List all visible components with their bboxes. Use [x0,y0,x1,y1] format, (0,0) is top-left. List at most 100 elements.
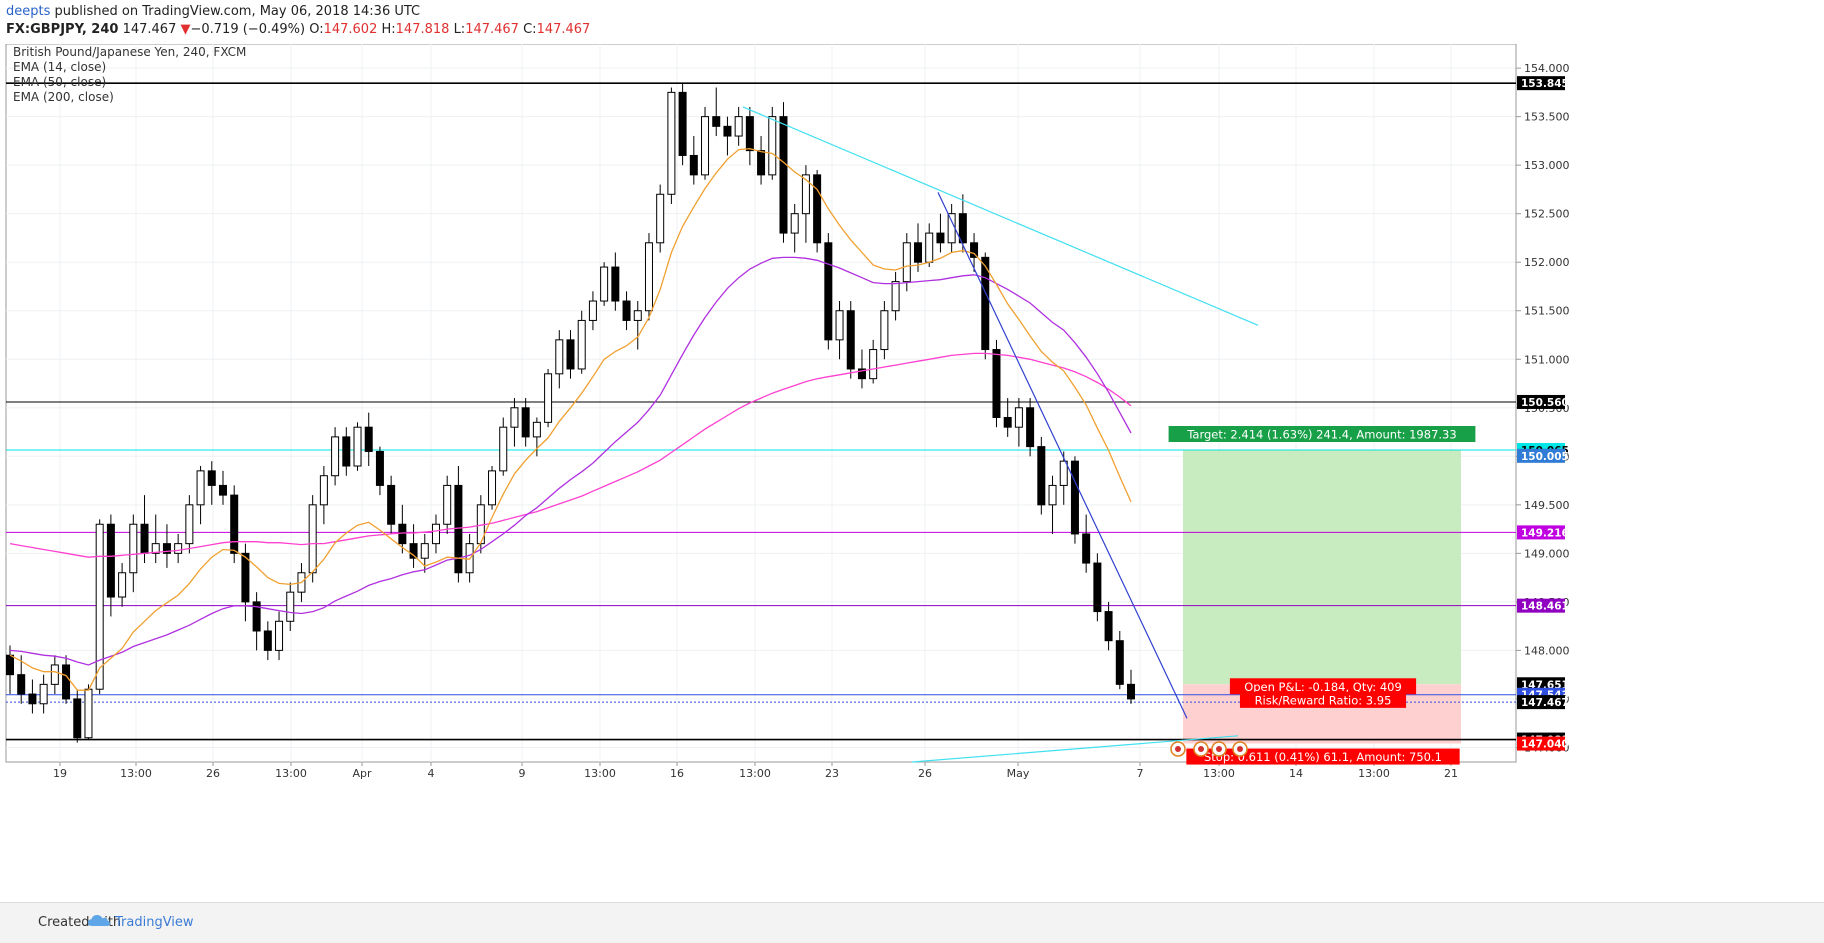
candle-body [73,698,82,739]
candle-body [611,266,620,302]
price-badge-text: 150.560 [1521,397,1569,409]
candle-body [454,484,463,574]
ema-50-line [9,256,1132,666]
high-label: H: [381,22,396,37]
price-badge-bg [1517,394,1565,409]
candle-body [701,116,710,176]
tradingview-brand[interactable]: TradingView [115,915,194,930]
candle-body [869,349,878,380]
x-tick-label: 13:00 [1358,767,1390,780]
trendline-blue [937,192,1188,719]
candle-body [118,572,127,598]
x-tick-label: Apr [352,767,372,780]
y-tick-label: 149.000 [1524,547,1570,560]
candle-body [1115,640,1124,685]
candle-body [499,426,508,472]
open-value: 147.602 [323,22,378,37]
candle-body [880,310,889,351]
x-tick-label: 13:00 [1203,767,1235,780]
candle-body [958,213,967,244]
pnl-label: Open P&L: -0.184, Qty: 409 [1229,678,1417,695]
price-badge-bg [1517,598,1565,613]
candle-body [723,125,732,137]
open-label: O: [309,22,324,37]
candle-body [656,193,665,244]
candles [6,82,1135,743]
price-badge-text: 147.040 [1521,739,1569,751]
y-tick-label: 153.500 [1524,111,1570,124]
event-flag-dot [1198,746,1204,752]
legend-item: EMA (14, close) [13,60,106,74]
y-tick-label: 152.500 [1524,208,1570,221]
price-badge-text: 150.005 [1521,451,1569,463]
rr-label-text: Risk/Reward Ratio: 3.95 [1255,693,1392,707]
y-tick-label: 153.000 [1524,159,1570,172]
x-tick-label: 4 [428,767,435,780]
candle-body [17,674,26,695]
candle-body [185,504,194,545]
candle-body [50,664,59,685]
candle-body [532,421,541,438]
candle-body [790,213,799,234]
price-badge-text: 153.845 [1521,78,1569,90]
candle-body [331,436,340,477]
candle-body [275,620,284,651]
candle-body [230,494,239,554]
x-tick-label: 13:00 [275,767,307,780]
event-markers [1170,741,1248,757]
candle-body [364,426,373,452]
candle-body [712,116,721,127]
price-badge-bg [1517,76,1565,91]
candle-body [286,591,295,622]
candle-body [813,174,822,244]
legend-item: EMA (200, close) [13,90,114,104]
price-badge: 150.005 [1517,448,1569,463]
candle-body [857,368,866,380]
candle-body [488,470,497,506]
candle-body [846,310,855,370]
candle-body [196,470,205,506]
x-tick-label: 7 [1137,767,1144,780]
candle-body [1070,460,1079,535]
candle-body [1026,407,1035,448]
footer: Created with TradingView [0,902,1824,943]
candle-body [970,242,979,258]
x-tick-label: 16 [670,767,684,780]
candle-body [1082,533,1091,564]
price-badge-text: 148.461 [1521,601,1569,613]
chart-header: deepts published on TradingView.com, May… [0,0,1824,44]
author-link[interactable]: deepts [6,4,51,19]
price-chart[interactable]: 154.000 153.500 153.000 152.500 152.000 151.5… [0,44,1824,902]
candle-body [566,339,575,370]
trendline-upper [742,106,1259,326]
candle-body [1127,683,1135,700]
x-tick-label: 14 [1289,767,1303,780]
price-badge-bg [1517,736,1565,751]
price-badge: 150.560 [1517,394,1569,409]
candle-body [162,543,171,554]
candle-body [398,523,407,545]
stop-label-text: Stop: 0.611 (0.41%) 61.1, Amount: 750.1 [1204,750,1442,764]
y-tick-label: 154.000 [1524,62,1570,75]
candle-body [891,281,900,312]
candle-body [588,300,597,321]
x-tick-label: May [1007,767,1030,780]
candle-body [1059,460,1068,486]
candle-body [544,373,553,423]
candle-body [745,116,754,152]
candle-body [106,523,115,598]
candle-body [981,256,990,351]
candle-body [6,654,14,676]
candle-body [633,310,642,321]
candle-body [443,484,452,525]
candle-body [1003,416,1012,428]
y-tick-label: 148.000 [1524,644,1570,657]
x-tick-label: 26 [918,767,932,780]
x-tick-label: 21 [1444,767,1458,780]
candle-body [801,174,810,215]
close-label: C: [523,22,537,37]
legend-item: EMA (50, close) [13,75,106,89]
last-price: 147.467 [122,22,177,37]
candle-body [62,664,71,700]
down-arrow-icon: ▼ [180,22,191,37]
